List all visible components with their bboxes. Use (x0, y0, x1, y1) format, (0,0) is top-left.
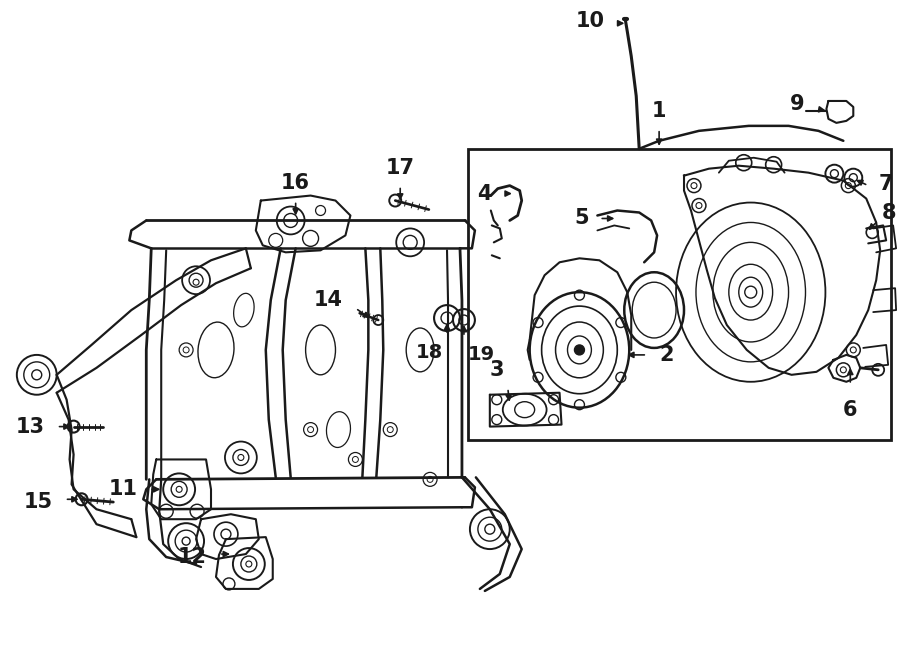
Text: 4: 4 (477, 184, 491, 204)
Text: 18: 18 (416, 343, 443, 362)
Text: 8: 8 (882, 204, 896, 223)
Text: 10: 10 (575, 11, 604, 31)
Text: 17: 17 (386, 157, 415, 178)
Text: 13: 13 (15, 416, 45, 437)
Text: 15: 15 (23, 492, 53, 512)
Text: 9: 9 (790, 94, 805, 114)
Text: 14: 14 (313, 290, 343, 310)
Text: 5: 5 (575, 208, 590, 229)
Text: 1: 1 (652, 101, 666, 121)
Text: 2: 2 (659, 345, 673, 365)
Text: 16: 16 (281, 173, 310, 192)
Text: 19: 19 (468, 345, 495, 364)
Text: 12: 12 (178, 547, 207, 567)
Text: 11: 11 (108, 479, 138, 499)
Text: 6: 6 (843, 400, 858, 420)
Text: 7: 7 (878, 174, 893, 194)
Circle shape (574, 345, 584, 355)
Bar (468, 149, 891, 440)
Text: 3: 3 (490, 360, 504, 380)
